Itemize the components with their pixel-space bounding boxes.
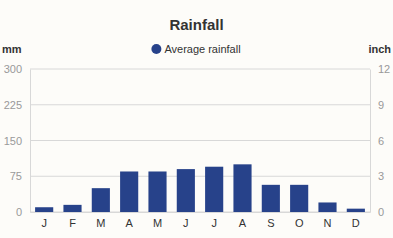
bars — [35, 164, 365, 212]
tick: 150 — [4, 135, 30, 147]
tick: 0 — [16, 206, 30, 218]
tick-label: 225 — [4, 99, 22, 111]
tick-label: 6 — [378, 135, 384, 147]
axis-line — [30, 70, 31, 213]
chart: Rainfall Average rainfall mm inch 0 75 150 225 3… — [0, 0, 393, 238]
tick-label: M — [96, 217, 105, 229]
tick-label: 0 — [378, 206, 384, 218]
tick-label: J — [211, 217, 217, 229]
tick: J — [41, 212, 47, 229]
tick-label: 150 — [4, 135, 22, 147]
bar — [318, 202, 336, 212]
tick: 0 — [370, 206, 384, 218]
tick-label: 300 — [4, 63, 22, 75]
grid — [30, 69, 370, 212]
tick-label: J — [41, 217, 47, 229]
tick: 75 — [10, 170, 30, 182]
tick: O — [295, 212, 304, 229]
tick-label: J — [183, 217, 189, 229]
tick-label: N — [324, 217, 332, 229]
grid-line — [30, 176, 370, 177]
tick: 300 — [4, 63, 30, 75]
tick-label: 75 — [10, 170, 22, 182]
bar — [120, 171, 138, 212]
y2-axis-title: inch — [368, 43, 391, 55]
axis-line — [31, 212, 371, 213]
tick: 225 — [4, 99, 30, 111]
tick: J — [183, 212, 189, 229]
y-axis-title: mm — [2, 43, 22, 55]
tick-label: A — [125, 217, 133, 229]
legend-label: Average rainfall — [164, 43, 240, 55]
bar — [92, 188, 110, 212]
grid-line — [30, 104, 370, 105]
bar — [290, 185, 308, 212]
bar — [63, 205, 81, 212]
tick: 9 — [370, 99, 384, 111]
x-axis: JFMAMJJASOND — [31, 212, 371, 229]
tick: S — [267, 212, 274, 229]
tick-label: 9 — [378, 99, 384, 111]
tick: A — [125, 212, 133, 229]
tick-label: D — [352, 217, 360, 229]
tick-label: 0 — [16, 206, 22, 218]
legend: Average rainfall — [151, 43, 240, 55]
bar — [148, 171, 166, 212]
tick-label: 3 — [378, 170, 384, 182]
tick: 3 — [370, 170, 384, 182]
tick-label: F — [69, 217, 76, 229]
tick-label: 12 — [378, 63, 390, 75]
tick-label: M — [153, 217, 162, 229]
y-axis: 0 75 150 225 300 — [4, 63, 31, 218]
bar — [233, 164, 251, 212]
tick: A — [239, 212, 247, 229]
tick-label: O — [295, 217, 304, 229]
legend-marker — [151, 44, 161, 54]
tick: M — [153, 212, 162, 229]
title: Rainfall — [169, 16, 223, 33]
bar — [347, 209, 365, 212]
tick: J — [211, 212, 217, 229]
tick: 6 — [370, 135, 384, 147]
y2-axis: 0 3 6 9 12 — [370, 63, 390, 218]
tick-label: S — [267, 217, 274, 229]
bar — [177, 169, 195, 212]
grid-line — [30, 69, 370, 70]
tick: D — [352, 212, 360, 229]
axis-line — [370, 70, 371, 213]
tick-label: A — [239, 217, 247, 229]
tick: M — [96, 212, 105, 229]
bar — [205, 167, 223, 212]
bar — [35, 207, 53, 212]
grid-line — [30, 140, 370, 141]
tick: 12 — [370, 63, 390, 75]
tick: F — [69, 212, 76, 229]
tick: N — [324, 212, 332, 229]
bar — [262, 185, 280, 212]
